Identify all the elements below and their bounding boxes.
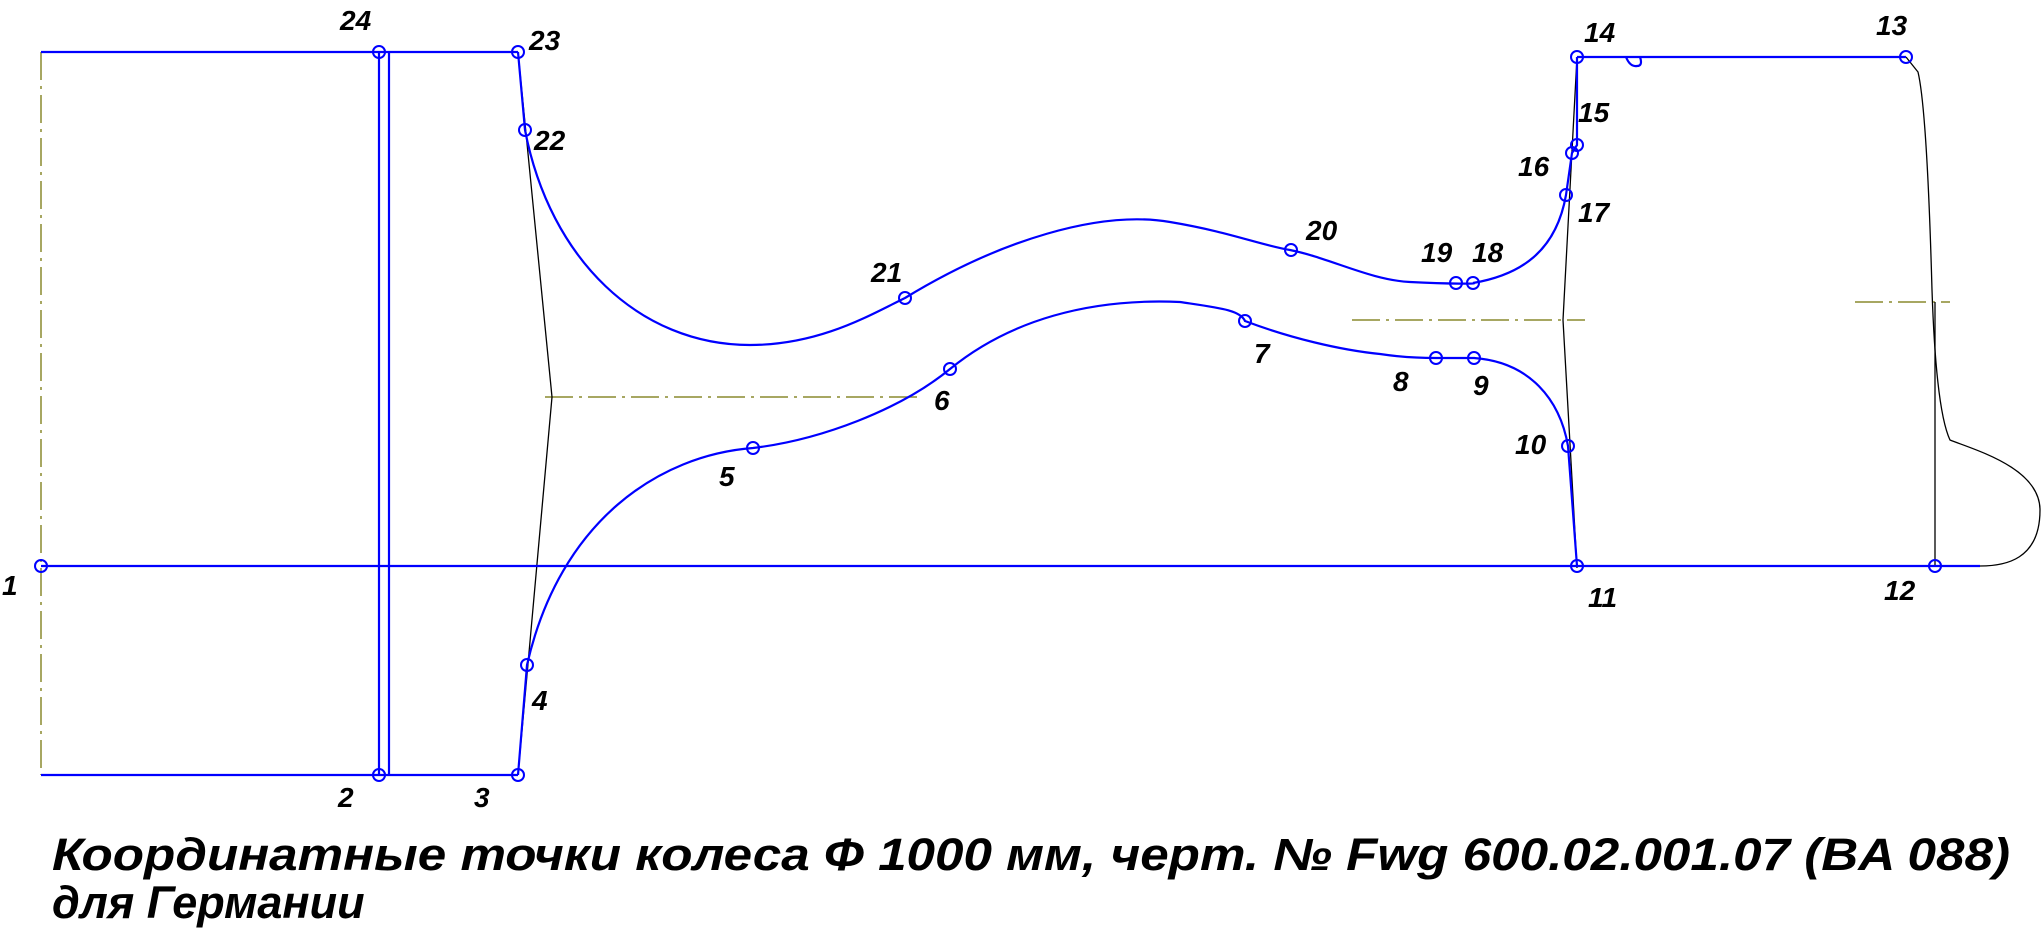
right-construction <box>1562 56 1578 569</box>
point-label-17: 17 <box>1578 197 1611 228</box>
point-9-marker <box>1467 351 1481 365</box>
point-5-marker <box>746 441 760 455</box>
caption: Координатные точки колеса Ф 1000 мм, чер… <box>52 829 2010 928</box>
point-markers <box>34 45 1942 782</box>
point-label-21: 21 <box>870 257 902 288</box>
point-12-marker <box>1928 559 1942 573</box>
point-labels: 1 2 3 4 5 6 7 8 9 10 11 12 13 14 15 16 1… <box>2 5 1916 813</box>
flange-outline <box>1905 56 2041 567</box>
point-6-marker <box>943 362 957 376</box>
point-11-marker <box>1570 559 1584 573</box>
point-21-marker <box>898 291 912 305</box>
centerlines <box>40 52 1950 775</box>
point-1-marker <box>34 559 48 573</box>
point-label-1: 1 <box>2 570 18 601</box>
point-22-marker <box>518 123 532 137</box>
point-23-marker <box>511 45 525 59</box>
point-label-6: 6 <box>934 385 950 416</box>
construction-lines <box>517 51 2041 776</box>
point-20-marker <box>1284 243 1298 257</box>
point-10-marker <box>1561 439 1575 453</box>
point-label-4: 4 <box>531 685 548 716</box>
point-3-marker <box>511 768 525 782</box>
point-label-5: 5 <box>719 461 735 492</box>
point-label-23: 23 <box>528 25 561 56</box>
point-24-marker <box>372 45 386 59</box>
point-label-15: 15 <box>1578 97 1610 128</box>
point-label-9: 9 <box>1473 370 1489 401</box>
point-label-20: 20 <box>1305 215 1338 246</box>
point-18-marker <box>1466 276 1480 290</box>
lower-web-curve <box>516 300 1579 776</box>
point-label-3: 3 <box>474 782 490 813</box>
point-label-18: 18 <box>1472 237 1504 268</box>
point-label-24: 24 <box>339 5 372 36</box>
point-14-marker <box>1570 50 1584 64</box>
point-16-marker <box>1565 146 1579 160</box>
point-label-16: 16 <box>1518 151 1550 182</box>
point-2-marker <box>372 768 386 782</box>
point-label-14: 14 <box>1584 17 1616 48</box>
caption-line-1: Координатные точки колеса Ф 1000 мм, чер… <box>52 829 2010 880</box>
small-bump <box>1624 56 1643 68</box>
point-label-7: 7 <box>1254 338 1271 369</box>
caption-line-2: для Германии <box>52 877 365 928</box>
point-17-marker <box>1559 188 1573 202</box>
point-8-marker <box>1429 351 1443 365</box>
point-label-11: 11 <box>1588 582 1617 613</box>
point-label-19: 19 <box>1421 237 1453 268</box>
point-7-marker <box>1238 314 1252 328</box>
point-label-12: 12 <box>1884 575 1916 606</box>
point-label-13: 13 <box>1876 10 1908 41</box>
point-label-10: 10 <box>1515 429 1547 460</box>
point-13-marker <box>1899 50 1913 64</box>
upper-web-curve <box>516 51 1579 347</box>
wheel-profile <box>41 50 1980 777</box>
point-label-8: 8 <box>1393 366 1409 397</box>
point-4-marker <box>520 658 534 672</box>
point-label-22: 22 <box>533 125 566 156</box>
point-label-2: 2 <box>337 782 354 813</box>
point-19-marker <box>1449 276 1463 290</box>
left-construction <box>517 51 553 776</box>
